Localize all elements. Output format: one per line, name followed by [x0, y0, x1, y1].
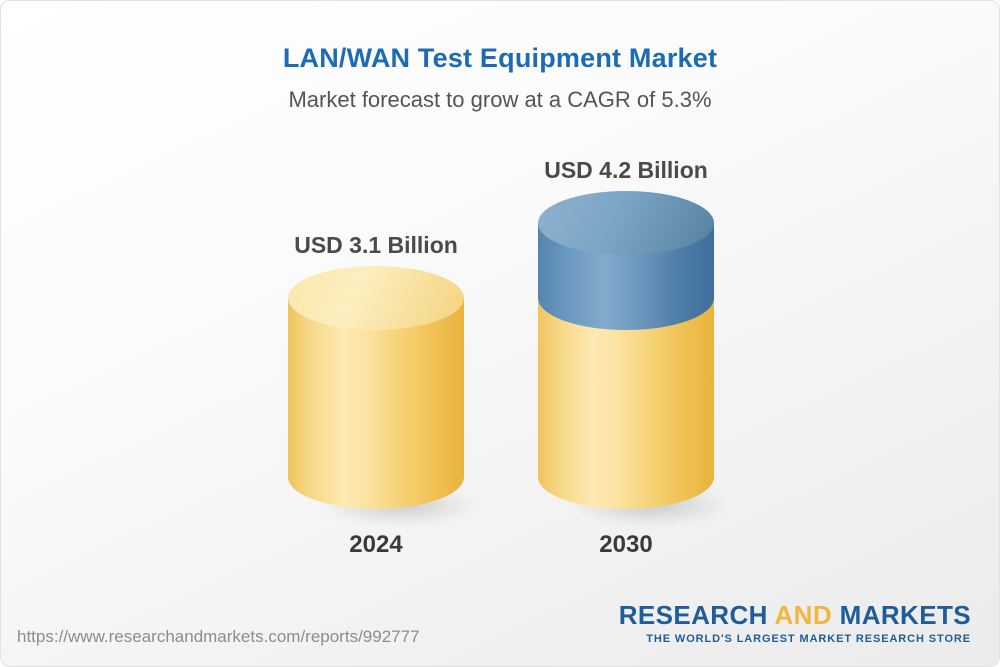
bar-2024: USD 3.1 Billion 2024 [288, 1, 498, 666]
value-label-2030: USD 4.2 Billion [544, 157, 708, 184]
logo-tagline: THE WORLD'S LARGEST MARKET RESEARCH STOR… [646, 632, 971, 645]
chart-title: LAN/WAN Test Equipment Market [282, 43, 718, 73]
chart-subtitle: Market forecast to grow at a CAGR of 5.3… [288, 87, 712, 112]
logo-wordmark: RESEARCH AND MARKETS [619, 601, 971, 630]
logo-word-and: AND [774, 600, 833, 630]
bar-2030: USD 4.2 Billion 2030 [538, 1, 748, 666]
researchandmarkets-logo: RESEARCH AND MARKETS THE WORLD'S LARGEST… [619, 601, 971, 645]
bar-2024-body [288, 298, 464, 509]
category-label-2024: 2024 [349, 531, 403, 558]
value-label-2024: USD 3.1 Billion [294, 232, 458, 259]
bar-2030-yellow-body [538, 298, 714, 509]
report-url: https://www.researchandmarkets.com/repor… [17, 627, 420, 646]
logo-word-research: RESEARCH [618, 600, 768, 630]
logo-word-markets: MARKETS [839, 600, 971, 630]
bar-2030-blue-top [538, 191, 714, 256]
category-label-2030: 2030 [599, 531, 653, 558]
bar-2024-top [288, 266, 464, 331]
